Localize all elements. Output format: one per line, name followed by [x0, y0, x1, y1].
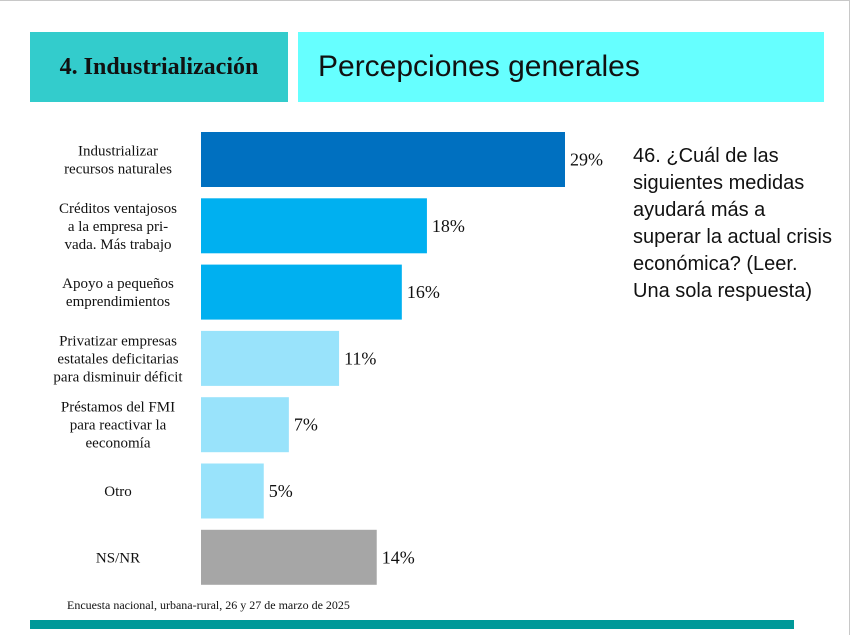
value-label-6: 5%: [269, 481, 293, 501]
source-note: Encuesta nacional, urbana-rural, 26 y 27…: [67, 598, 350, 612]
bar-chart: 29% Industrializar recursos naturales 18% Cr…: [53, 132, 603, 585]
page-title-text: Percepciones generales: [318, 50, 640, 83]
survey-question: 46. ¿Cuál de las siguientes medidas ayud…: [633, 145, 832, 302]
frame-top-border: [0, 0, 850, 1]
section-title: 4. Industrialización: [30, 32, 288, 102]
category-label-6: Otro: [104, 484, 132, 500]
category-label-4: Privatizar empresas estatales deficitaria…: [53, 333, 183, 385]
category-label-1: Industrializar recursos naturales: [64, 144, 172, 178]
value-label-7: 14%: [382, 547, 415, 567]
value-label-5: 7%: [294, 415, 318, 435]
footer-bar: [30, 620, 794, 629]
category-label-3: Apoyo a pequeños emprendimientos: [62, 276, 174, 310]
category-label-2: Créditos ventajosos a la empresa pri-vada…: [59, 201, 177, 253]
bar-7: [201, 529, 377, 585]
bar-1: [201, 132, 565, 187]
bar-3: [201, 264, 402, 320]
value-label-1: 29%: [570, 150, 603, 170]
value-label-3: 16%: [407, 282, 440, 302]
value-label-2: 18%: [432, 216, 465, 236]
bar-6: [201, 463, 264, 519]
bar-2: [201, 198, 427, 254]
value-label-4: 11%: [344, 348, 376, 368]
category-label-7: NS/NR: [96, 550, 140, 566]
bar-5: [201, 397, 289, 453]
bar-4: [201, 330, 340, 386]
category-label-5: Préstamos del FMI para reactivar la eecono…: [61, 400, 175, 452]
page-title: Percepciones generales: [298, 32, 824, 102]
